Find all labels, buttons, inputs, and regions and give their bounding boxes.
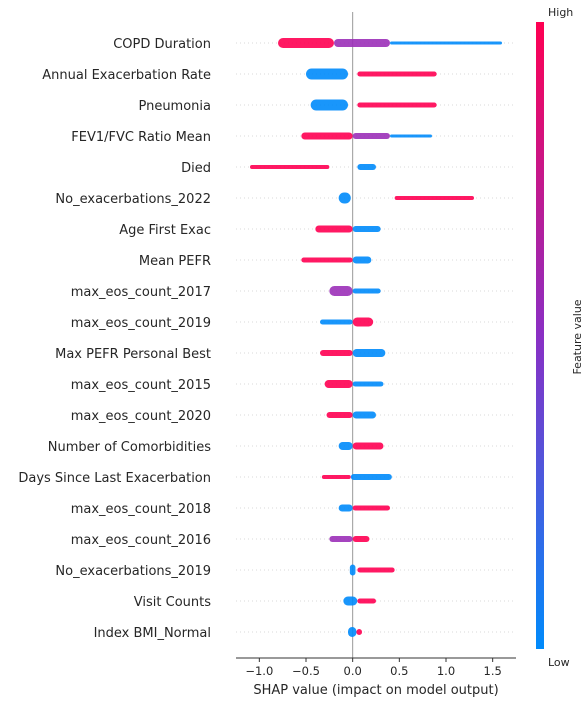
x-tick-label: 0.5: [390, 664, 408, 678]
colorbar: High Low Feature value: [536, 6, 584, 669]
feature-label: max_eos_count_2017: [71, 285, 211, 300]
feature-label: Number of Comorbidities: [48, 440, 211, 455]
x-axis-title: SHAP value (impact on model output): [253, 683, 498, 698]
shap-swarm-segment: [353, 382, 384, 387]
shap-swarm-segment: [315, 226, 352, 233]
row-gridlines: [236, 43, 516, 632]
shap-swarm-segment: [390, 135, 432, 138]
shap-swarm-segment: [357, 164, 376, 170]
feature-label: Max PEFR Personal Best: [55, 347, 211, 362]
shap-swarm-segment: [357, 599, 376, 604]
shap-swarm-segment: [353, 443, 384, 450]
shap-swarm-segment: [353, 349, 386, 357]
shap-swarm-segment: [395, 196, 474, 200]
data-marks: [250, 38, 502, 637]
x-tick-label: 1.0: [437, 664, 455, 678]
shap-swarm-segment: [353, 133, 390, 139]
shap-swarm-segment: [320, 350, 353, 356]
shap-swarm-segment: [351, 474, 392, 480]
shap-swarm-segment: [353, 289, 381, 294]
feature-label: Mean PEFR: [139, 254, 211, 269]
shap-swarm-segment: [329, 286, 352, 296]
colorbar-title: Feature value: [571, 299, 584, 374]
shap-swarm-segment: [357, 568, 394, 573]
shap-swarm-segment: [301, 258, 352, 263]
feature-label: No_exacerbations_2022: [55, 192, 211, 207]
shap-swarm-segment: [329, 536, 352, 542]
feature-label: Index BMI_Normal: [94, 626, 211, 641]
shap-swarm-segment: [250, 165, 329, 169]
colorbar-high-label: High: [548, 6, 573, 19]
feature-label: Visit Counts: [134, 595, 211, 610]
feature-label: Age First Exac: [119, 223, 211, 238]
x-tick-label: −1.0: [245, 664, 273, 678]
x-tick-label: 1.5: [484, 664, 502, 678]
shap-swarm-segment: [348, 627, 356, 637]
shap-swarm-segment: [278, 38, 334, 48]
shap-swarm-segment: [353, 536, 370, 542]
shap-swarm-segment: [353, 226, 381, 232]
shap-swarm-segment: [334, 39, 390, 47]
shap-swarm-segment: [353, 318, 374, 327]
shap-swarm-segment: [325, 380, 353, 388]
shap-swarm-segment: [306, 69, 348, 80]
shap-swarm-segment: [357, 103, 436, 108]
feature-label: max_eos_count_2016: [71, 533, 211, 548]
feature-label: COPD Duration: [113, 37, 211, 52]
feature-label: Pneumonia: [138, 99, 211, 114]
shap-swarm-segment: [357, 72, 436, 77]
feature-label: max_eos_count_2020: [71, 409, 211, 424]
feature-label: FEV1/FVC Ratio Mean: [71, 130, 211, 145]
feature-label: Died: [181, 161, 211, 176]
shap-swarm-segment: [339, 505, 353, 512]
x-tick-label: 0.0: [344, 664, 362, 678]
x-tick-label: −0.5: [292, 664, 320, 678]
shap-swarm-segment: [356, 629, 362, 635]
shap-swarm-segment: [343, 597, 357, 606]
shap-swarm-segment: [339, 442, 353, 450]
colorbar-low-label: Low: [548, 656, 570, 669]
feature-label: No_exacerbations_2019: [55, 564, 211, 579]
shap-swarm-segment: [353, 412, 376, 419]
shap-swarm-segment: [320, 320, 353, 325]
shap-swarm-segment: [350, 565, 356, 576]
shap-swarm-segment: [390, 42, 502, 45]
feature-label: max_eos_count_2015: [71, 378, 211, 393]
shap-swarm-segment: [311, 100, 348, 111]
shap-swarm-segment: [353, 506, 390, 511]
colorbar-gradient: [536, 22, 544, 649]
shap-swarm-segment: [322, 475, 351, 479]
shap-swarm-segment: [301, 133, 352, 140]
feature-label: Days Since Last Exacerbation: [18, 471, 211, 486]
feature-labels: COPD Duration Annual Exacerbation Rate Pne…: [18, 37, 211, 641]
shap-swarm-segment: [339, 193, 351, 204]
feature-label: max_eos_count_2018: [71, 502, 211, 517]
feature-label: Annual Exacerbation Rate: [42, 68, 211, 83]
shap-swarm-segment: [353, 257, 372, 264]
shap-swarm-segment: [327, 412, 353, 418]
feature-label: max_eos_count_2019: [71, 316, 211, 331]
x-axis: −1.0 −0.5 0.0 0.5 1.0 1.5: [236, 658, 516, 678]
